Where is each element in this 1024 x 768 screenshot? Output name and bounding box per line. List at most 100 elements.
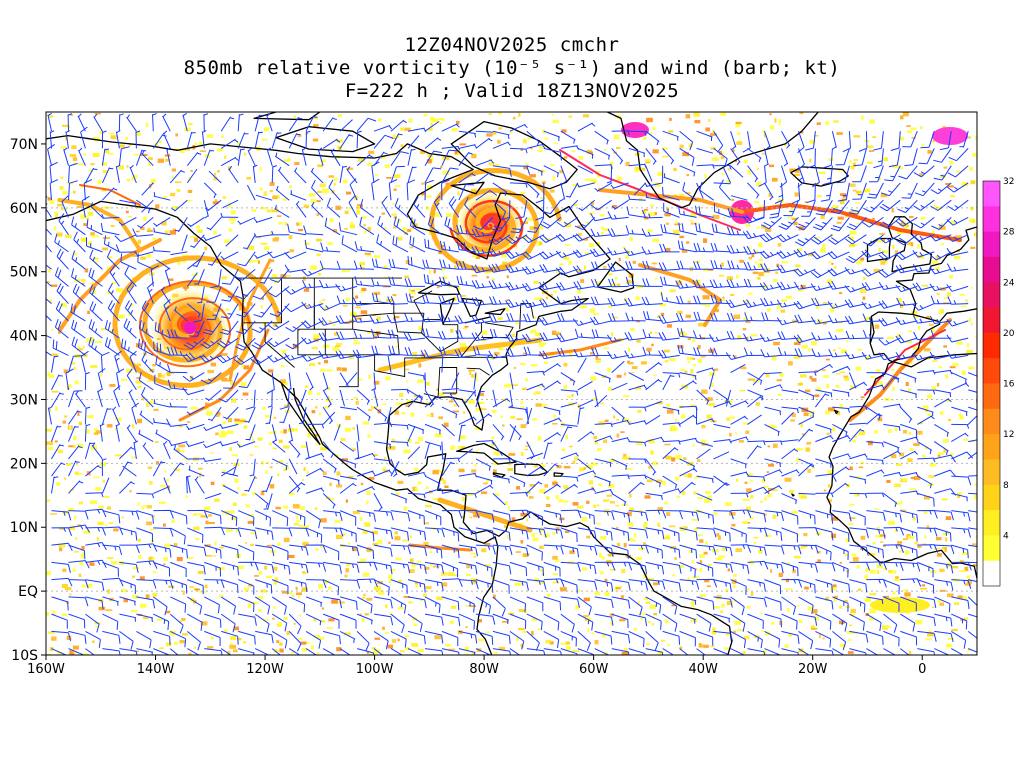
wind-barb bbox=[866, 441, 884, 448]
wind-barb bbox=[101, 214, 120, 219]
wind-barb bbox=[407, 561, 427, 574]
wind-barb bbox=[390, 579, 408, 594]
wind-barb bbox=[810, 283, 833, 291]
wind-barb bbox=[764, 440, 783, 446]
wind-barb bbox=[394, 198, 409, 218]
wind-barb bbox=[934, 579, 954, 591]
wind-barb bbox=[284, 251, 307, 260]
wind-barb bbox=[873, 148, 884, 169]
wind-barb bbox=[207, 406, 222, 422]
wind-barb bbox=[866, 372, 885, 377]
wind-barb bbox=[136, 630, 152, 649]
wind-barb bbox=[458, 448, 473, 460]
wind-barb bbox=[625, 276, 646, 287]
wind-barb bbox=[162, 440, 171, 460]
wind-barb bbox=[223, 372, 239, 389]
wind-barb bbox=[288, 613, 302, 635]
wind-barb bbox=[169, 402, 188, 408]
wind-barb bbox=[322, 406, 334, 425]
wind-barb bbox=[628, 406, 647, 412]
wind-barbs bbox=[46, 112, 977, 655]
wind-barb bbox=[221, 268, 239, 285]
wind-barb bbox=[71, 336, 86, 356]
wind-barb bbox=[424, 423, 442, 435]
wind-barb bbox=[645, 475, 662, 488]
wind-barb bbox=[339, 372, 350, 388]
wind-barb bbox=[692, 279, 714, 289]
wind-barb bbox=[662, 648, 675, 655]
wind-barb bbox=[51, 596, 69, 611]
wind-barb bbox=[611, 579, 631, 591]
wind-barb bbox=[679, 561, 696, 578]
wind-barb bbox=[439, 276, 459, 287]
wind-barb bbox=[951, 372, 968, 384]
plot-area bbox=[46, 112, 977, 655]
wind-barb bbox=[730, 509, 752, 518]
wind-barb bbox=[335, 350, 358, 359]
wind-barb bbox=[933, 165, 952, 181]
wind-barb bbox=[608, 313, 629, 322]
x-tick-label: 160W bbox=[27, 662, 65, 677]
wind-barb bbox=[126, 282, 137, 304]
wind-barb bbox=[900, 490, 919, 496]
wind-barb bbox=[458, 130, 477, 138]
wind-barb bbox=[320, 242, 341, 253]
wind-barb bbox=[46, 264, 52, 270]
wind-barb bbox=[109, 265, 120, 287]
wind-barb bbox=[849, 428, 865, 442]
wind-barb bbox=[187, 544, 207, 557]
wind-barb bbox=[679, 648, 689, 655]
wind-barb bbox=[730, 579, 747, 595]
wind-barb bbox=[660, 292, 680, 305]
wind-barb bbox=[934, 648, 950, 655]
wind-barb bbox=[136, 596, 156, 609]
wind-barb bbox=[458, 509, 480, 519]
wind-barb bbox=[505, 333, 527, 342]
wind-barb bbox=[801, 200, 816, 217]
wind-barb bbox=[611, 458, 628, 470]
wind-barb bbox=[776, 250, 799, 259]
wind-barb bbox=[967, 596, 977, 617]
wind-barb bbox=[353, 260, 375, 270]
wind-barb bbox=[764, 485, 783, 494]
wind-barb bbox=[679, 467, 698, 477]
wind-barb bbox=[449, 392, 460, 408]
wind-barb bbox=[407, 423, 425, 435]
wind-barb bbox=[730, 415, 749, 425]
wind-barb bbox=[577, 579, 598, 591]
wind-barb bbox=[97, 368, 106, 391]
wind-barb bbox=[492, 424, 505, 441]
wind-barb bbox=[555, 266, 578, 276]
wind-barb bbox=[760, 297, 782, 307]
wind-barb bbox=[488, 350, 510, 359]
colorbar-swatch bbox=[983, 408, 1000, 435]
wind-barb bbox=[390, 544, 411, 555]
wind-barb bbox=[628, 527, 648, 539]
wind-barb bbox=[302, 280, 324, 289]
wind-barb bbox=[845, 234, 867, 245]
wind-barb bbox=[543, 561, 561, 577]
y-tick-label: 60N bbox=[10, 201, 38, 217]
wind-barb bbox=[458, 596, 475, 613]
wind-barb bbox=[255, 630, 274, 644]
wind-barb bbox=[509, 165, 531, 175]
wind-barb bbox=[324, 217, 341, 236]
wind-barb bbox=[441, 630, 459, 646]
wind-barb bbox=[46, 298, 52, 304]
wind-barb bbox=[713, 475, 728, 487]
wind-barb bbox=[662, 372, 681, 378]
wind-barb bbox=[662, 561, 682, 574]
wind-barb bbox=[274, 204, 290, 218]
wind-barb bbox=[173, 445, 188, 460]
wind-barb bbox=[220, 156, 239, 167]
wind-barb bbox=[335, 283, 358, 292]
wind-barb bbox=[642, 278, 663, 287]
wind-barb bbox=[424, 544, 443, 559]
wind-barb bbox=[120, 253, 137, 270]
wind-barb bbox=[371, 328, 392, 339]
wind-barb bbox=[296, 389, 307, 406]
wind-barb bbox=[679, 458, 696, 471]
wind-barb bbox=[162, 113, 171, 132]
wind-barb bbox=[237, 148, 245, 166]
wind-barb bbox=[849, 613, 865, 631]
